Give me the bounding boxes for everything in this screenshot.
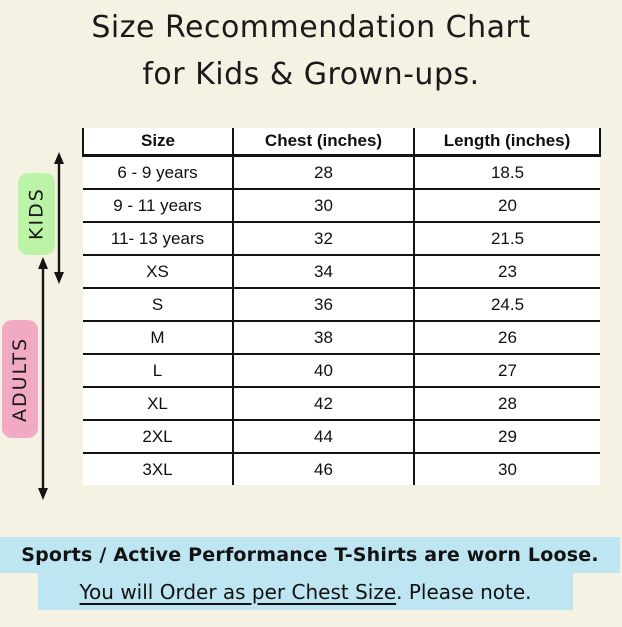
cell-length: 27 [414, 354, 600, 388]
cell-size: XL [83, 387, 234, 421]
cell-chest: 40 [233, 354, 415, 388]
adults-badge-label: ADULTS [9, 336, 31, 422]
cell-size: 9 - 11 years [83, 189, 234, 223]
table-row: M 38 26 [83, 321, 600, 355]
table-row: L 40 27 [83, 354, 600, 388]
kids-badge-label: KIDS [25, 187, 48, 241]
table-row: 11- 13 years 32 21.5 [83, 222, 600, 256]
page-title: Size Recommendation Chart for Kids & Gro… [0, 4, 622, 98]
adults-badge: ADULTS [2, 320, 38, 438]
adults-range-arrow-icon [38, 257, 48, 500]
cell-size: 6 - 9 years [83, 155, 234, 190]
cell-length: 30 [414, 453, 600, 485]
table-header-row: Size Chest (inches) Length (inches) [82, 128, 601, 157]
cell-chest: 30 [233, 189, 415, 223]
cell-chest: 42 [233, 387, 415, 421]
cell-length: 28 [414, 387, 600, 421]
cell-size: S [83, 288, 234, 322]
cell-length: 23 [414, 255, 600, 289]
note-loose-fit: Sports / Active Performance T-Shirts are… [0, 537, 620, 573]
cell-length: 29 [414, 420, 600, 454]
cell-chest: 28 [233, 155, 415, 190]
table-row: 9 - 11 years 30 20 [83, 189, 600, 223]
cell-chest: 44 [233, 420, 415, 454]
cell-size: L [83, 354, 234, 388]
cell-size: 11- 13 years [83, 222, 234, 256]
cell-length: 24.5 [414, 288, 600, 322]
note-loose-fit-text: Sports / Active Performance T-Shirts are… [21, 544, 599, 566]
cell-length: 21.5 [414, 222, 600, 256]
cell-chest: 46 [233, 453, 415, 485]
note-order-by-chest-underlined: You will Order as per Chest Size [79, 579, 397, 604]
table-row: XS 34 23 [83, 255, 600, 289]
note-order-by-chest: You will Order as per Chest Size. Please… [38, 573, 573, 610]
page-title-line2: for Kids & Grown-ups. [142, 57, 480, 92]
cell-length: 18.5 [414, 155, 600, 190]
size-table: Size Chest (inches) Length (inches) 6 - … [82, 128, 601, 485]
cell-chest: 36 [233, 288, 415, 322]
table-row: 2XL 44 29 [83, 420, 600, 454]
cell-size: 2XL [83, 420, 234, 454]
table-row: 3XL 46 30 [83, 453, 600, 485]
cell-chest: 34 [233, 255, 415, 289]
page-title-line1: Size Recommendation Chart [91, 10, 531, 45]
table-row: S 36 24.5 [83, 288, 600, 322]
cell-size: M [83, 321, 234, 355]
table-row: 6 - 9 years 28 18.5 [83, 155, 600, 190]
note-order-by-chest-rest: . Please note. [396, 579, 532, 604]
cell-chest: 32 [233, 222, 415, 256]
cell-length: 26 [414, 321, 600, 355]
cell-size: XS [83, 255, 234, 289]
table-row: XL 42 28 [83, 387, 600, 421]
cell-length: 20 [414, 189, 600, 223]
col-header-chest: Chest (inches) [233, 128, 415, 157]
col-header-size: Size [82, 128, 234, 157]
cell-size: 3XL [83, 453, 234, 485]
cell-chest: 38 [233, 321, 415, 355]
kids-badge: KIDS [18, 173, 55, 255]
kids-range-arrow-icon [54, 152, 64, 284]
col-header-length: Length (inches) [414, 128, 601, 157]
